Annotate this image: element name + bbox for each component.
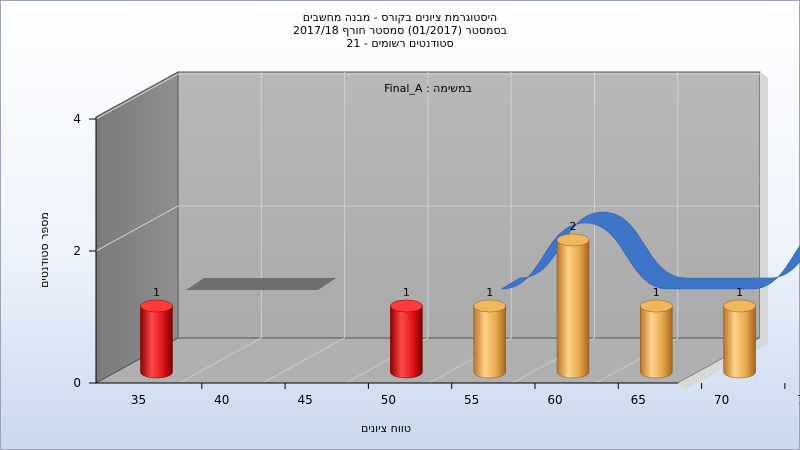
bar-body bbox=[556, 239, 590, 379]
bar-60: 2 bbox=[556, 220, 590, 379]
bar-value-label: 1 bbox=[653, 286, 660, 299]
bar-value-label: 2 bbox=[570, 220, 577, 233]
floor-gridline bbox=[179, 337, 262, 384]
bar-cap bbox=[723, 299, 756, 313]
x-tick-label: 70 bbox=[714, 393, 729, 407]
bar-body bbox=[723, 305, 756, 379]
bar-cap bbox=[556, 233, 590, 247]
x-tick-label: 40 bbox=[214, 393, 229, 407]
chart-titles: היסטוגרמת ציונים בקורס - מבנה מחשבים בסמ… bbox=[0, 11, 800, 50]
bar-70: 1 bbox=[723, 286, 756, 379]
grid-hline-side bbox=[95, 205, 179, 252]
y-tick-label: 0 bbox=[73, 376, 81, 390]
chart-title: Final_A : במשימה bbox=[384, 82, 472, 95]
bar-value-label: 1 bbox=[403, 286, 410, 299]
axes: 35404550556065707580859095024 bbox=[73, 112, 800, 407]
bar-35: 1 bbox=[140, 286, 173, 379]
bar-cap bbox=[473, 299, 506, 313]
x-tick-label: 50 bbox=[381, 393, 396, 407]
x-tick-label: 75 bbox=[797, 393, 800, 407]
x-tick-label: 35 bbox=[131, 393, 146, 407]
bar-value-label: 1 bbox=[736, 286, 743, 299]
y-tick-label: 4 bbox=[73, 112, 81, 126]
bar-65: 1 bbox=[640, 286, 673, 379]
ribbon-zero-segment bbox=[186, 278, 336, 290]
bar-50: 1 bbox=[390, 286, 423, 379]
y-tick-label: 2 bbox=[73, 244, 81, 258]
bar-body bbox=[640, 305, 673, 379]
bar-body bbox=[140, 305, 173, 379]
bar-cap bbox=[390, 299, 423, 313]
bar-body bbox=[473, 305, 506, 379]
x-tick-label: 60 bbox=[547, 393, 562, 407]
title-line-2: בסמסטר (01/2017) סמסטר חורף 2017/18 bbox=[293, 24, 507, 37]
title-line-3: סטודנטים רשומים - 21 bbox=[346, 37, 454, 50]
x-axis-label: טווח ציונים bbox=[361, 422, 411, 435]
bar-value-label: 1 bbox=[153, 286, 160, 299]
floor-gridline bbox=[262, 337, 345, 384]
y-axis-label: מספר סטודנטים bbox=[38, 212, 51, 288]
grid-hline-side bbox=[95, 73, 179, 120]
bars: 11121123111 bbox=[140, 220, 756, 379]
trend-ribbon bbox=[500, 211, 800, 290]
x-tick-label: 65 bbox=[631, 393, 646, 407]
ribbons bbox=[186, 211, 800, 290]
back-wall bbox=[177, 71, 761, 339]
x-tick-label: 45 bbox=[297, 393, 312, 407]
bar-cap bbox=[640, 299, 673, 313]
bar-55: 1 bbox=[473, 286, 506, 379]
bar-value-label: 1 bbox=[486, 286, 493, 299]
box-shadow-right bbox=[760, 72, 768, 344]
title-line-1: היסטוגרמת ציונים בקורס - מבנה מחשבים bbox=[302, 11, 498, 24]
x-tick-label: 55 bbox=[464, 393, 479, 407]
bar-body bbox=[390, 305, 423, 379]
bar-cap bbox=[140, 299, 173, 313]
